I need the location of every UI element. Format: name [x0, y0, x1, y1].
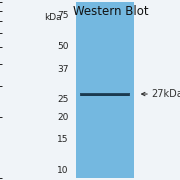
Bar	[81, 94, 129, 96]
Text: 25: 25	[57, 95, 69, 104]
Text: 50: 50	[57, 42, 69, 51]
Text: kDa: kDa	[44, 12, 62, 21]
Bar	[81, 94, 129, 96]
Text: 37: 37	[57, 65, 69, 74]
Bar	[76, 2, 134, 178]
Bar	[81, 95, 129, 96]
Text: 15: 15	[57, 135, 69, 144]
Bar	[81, 95, 129, 96]
Text: 10: 10	[57, 166, 69, 175]
Text: Western Blot: Western Blot	[73, 5, 149, 18]
Bar	[80, 93, 130, 96]
Text: 20: 20	[57, 112, 69, 122]
Text: 75: 75	[57, 11, 69, 20]
Bar	[81, 95, 129, 96]
Bar	[81, 94, 129, 96]
Text: 27kDa: 27kDa	[152, 89, 180, 99]
